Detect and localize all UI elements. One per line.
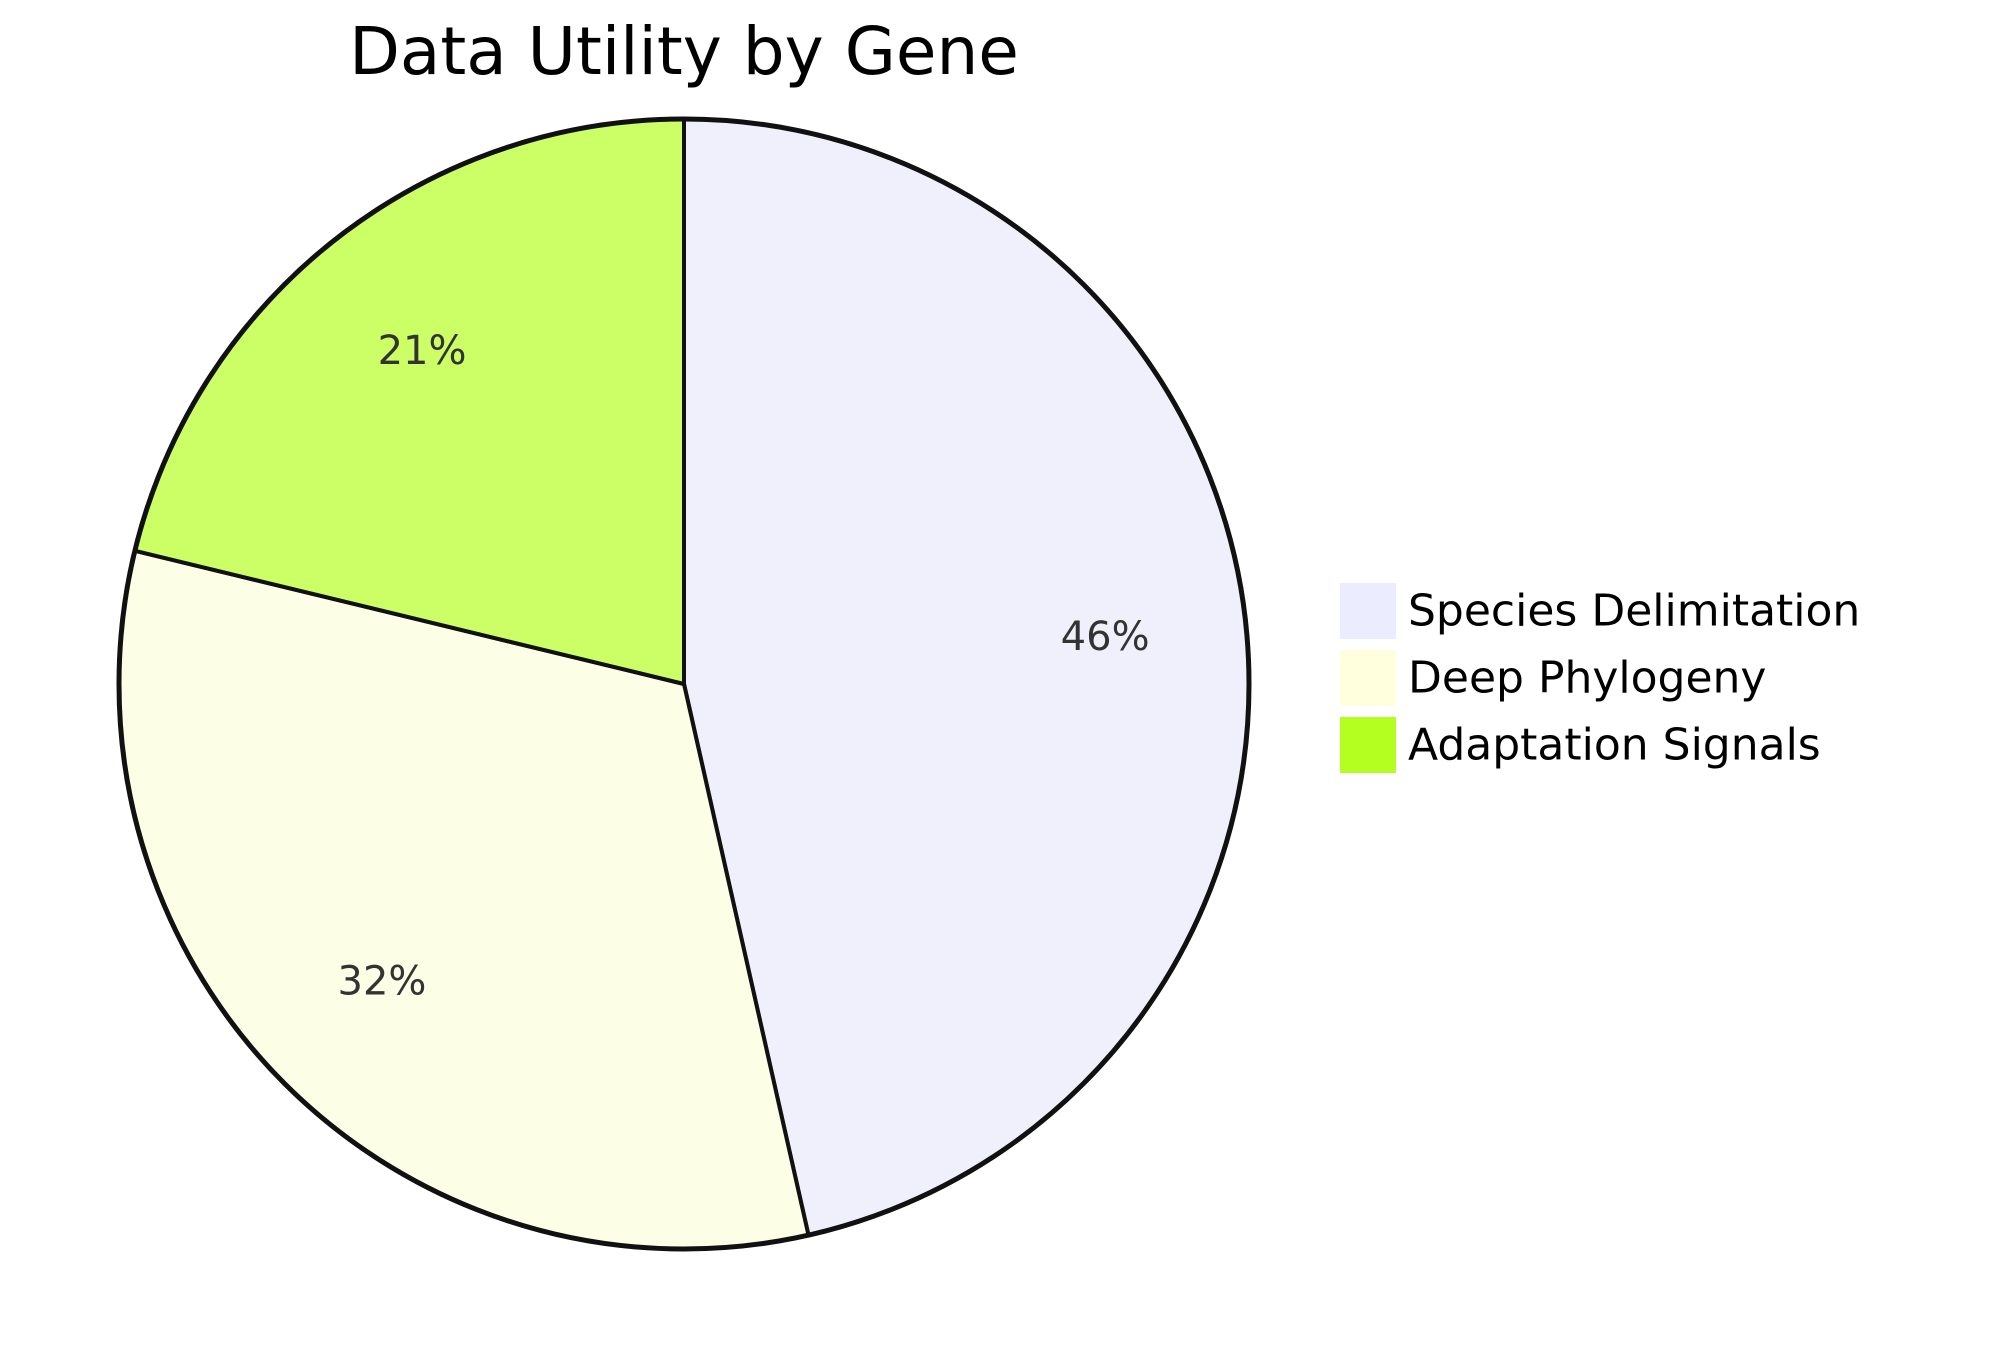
chart-title: Data Utility by Gene [349, 13, 1019, 90]
legend: Species Delimitation Deep Phylogeny Adapta… [1340, 583, 1860, 773]
legend-swatch [1340, 650, 1396, 706]
legend-swatch [1340, 583, 1396, 639]
legend-label: Species Delimitation [1408, 586, 1860, 637]
pie-slice-labels: 46% 32% 21% [338, 328, 1150, 1004]
slice-percent-label: 21% [378, 328, 467, 374]
slice-percent-label: 46% [1061, 614, 1150, 660]
slice-percent-label: 32% [338, 958, 427, 1004]
legend-swatch [1340, 717, 1396, 773]
legend-label: Deep Phylogeny [1408, 653, 1766, 704]
legend-label: Adaptation Signals [1408, 720, 1821, 771]
pie-slices [117, 116, 1251, 1251]
pie-outline [116, 116, 1252, 1252]
